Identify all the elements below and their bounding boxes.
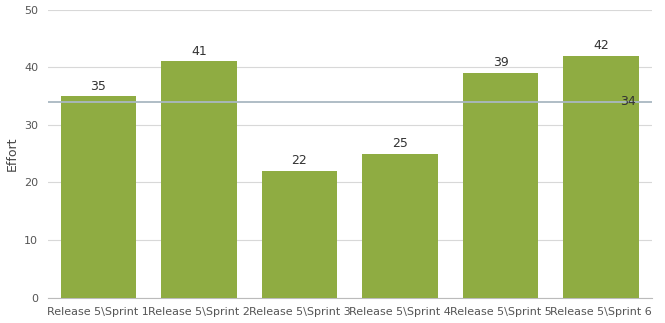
Bar [563,56,639,298]
Bar [362,154,438,298]
Bar [463,73,539,298]
Bar [61,96,136,298]
Text: 41: 41 [191,45,207,58]
Bar [262,171,337,298]
Text: 42: 42 [593,39,609,52]
Text: 39: 39 [493,57,509,69]
Bar [161,61,237,298]
Y-axis label: Effort: Effort [5,136,19,171]
Text: 35: 35 [90,79,106,93]
Text: 25: 25 [392,137,408,150]
Text: 34: 34 [620,95,636,108]
Text: 22: 22 [291,154,307,167]
